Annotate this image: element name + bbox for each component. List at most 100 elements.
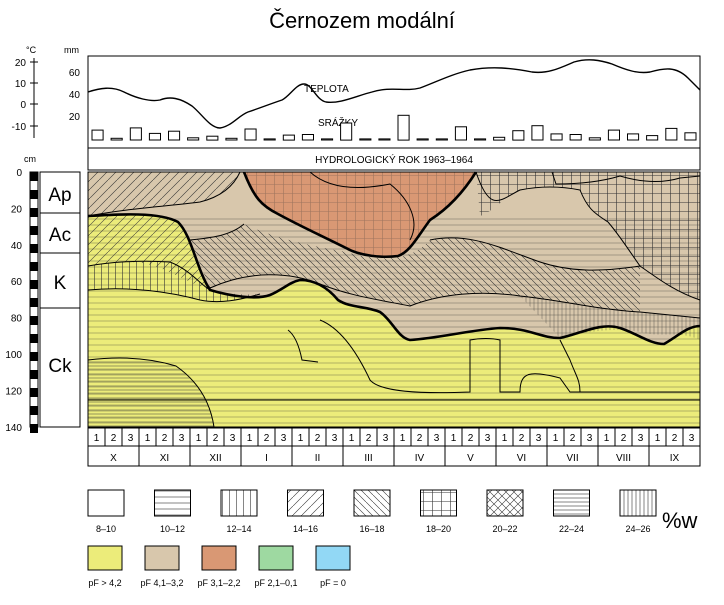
decade-label: 1 — [247, 433, 253, 444]
moisture-swatch — [619, 489, 657, 517]
temp-unit: °C — [26, 45, 37, 55]
month-label: IV — [415, 453, 425, 464]
decade-label: 3 — [485, 433, 491, 444]
pf-swatch — [201, 545, 237, 571]
ruler-segment — [30, 352, 38, 361]
decade-label: 3 — [536, 433, 542, 444]
decade-label: 3 — [434, 433, 440, 444]
pf-swatch — [144, 545, 180, 571]
moisture-swatch — [287, 489, 324, 517]
temperature-label: TEPLOTA — [304, 84, 349, 95]
pf-legend: pF > 4,2 pF 4,1–3,2 pF 3,1–2,2 pF 2,1–0,1 pF… — [86, 544, 406, 600]
decade-label: 1 — [349, 433, 355, 444]
moisture-swatch-label: 10–12 — [160, 524, 185, 534]
precip-bar — [607, 129, 621, 141]
precip-bar — [340, 122, 353, 141]
precip-bar — [416, 138, 429, 141]
ruler-segment — [30, 406, 38, 415]
precip-tick-label: 60 — [69, 68, 81, 79]
month-label: XII — [209, 453, 221, 464]
depth-tick-label: 140 — [5, 423, 22, 434]
month-label: VI — [517, 453, 526, 464]
precip-bar — [168, 130, 181, 141]
precip-bar — [225, 137, 238, 141]
ruler-segment — [30, 316, 38, 325]
pf-swatch-label: pF = 0 — [320, 578, 346, 588]
decade-label: 1 — [655, 433, 661, 444]
precip-bar — [187, 137, 200, 141]
moisture-swatch — [553, 489, 590, 517]
depth-tick-label: 120 — [5, 386, 22, 397]
decade-label: 2 — [468, 433, 474, 444]
horizon-k: K — [54, 273, 67, 294]
ruler-segment — [30, 334, 38, 343]
decade-label: 2 — [213, 433, 219, 444]
precip-bar — [569, 134, 582, 141]
precip-bar — [550, 133, 563, 141]
decade-label: 3 — [230, 433, 236, 444]
ruler-segment — [30, 388, 38, 397]
year-band — [87, 147, 701, 171]
precip-bar — [512, 130, 525, 141]
ruler-segment — [30, 424, 38, 433]
depth-tick-label: 40 — [11, 241, 23, 252]
precip-bar — [588, 137, 601, 141]
ruler-segment — [30, 262, 38, 271]
precip-bar — [110, 137, 123, 141]
precip-bar — [301, 134, 314, 141]
month-label: VII — [566, 453, 578, 464]
decade-label: 1 — [145, 433, 151, 444]
depth-ruler — [29, 171, 39, 433]
precip-bar — [263, 138, 276, 141]
precip-bar — [646, 135, 659, 141]
horizon-column: Ap Ac K Ck — [39, 171, 81, 428]
pf-swatch — [315, 545, 351, 571]
moisture-swatch — [220, 489, 258, 517]
moisture-unit: %w — [662, 508, 698, 533]
decade-label: 2 — [417, 433, 423, 444]
month-label: II — [315, 453, 321, 464]
precip-bar — [454, 126, 467, 141]
precip-bar — [244, 128, 257, 141]
decade-label: 2 — [621, 433, 627, 444]
decade-label: 1 — [196, 433, 202, 444]
precip-bar — [474, 138, 487, 141]
ruler-segment — [30, 208, 38, 217]
decade-label: 2 — [264, 433, 270, 444]
month-label: I — [265, 453, 268, 464]
temp-tick-label: -10 — [12, 122, 27, 133]
pf-swatch-label: pF > 4,2 — [88, 578, 121, 588]
precip-bar — [665, 127, 678, 141]
month-label: XI — [160, 453, 169, 464]
moisture-swatch-label: 12–14 — [226, 524, 251, 534]
precip-bar — [378, 138, 391, 141]
moisture-swatch-label: 22–24 — [559, 524, 584, 534]
decade-label: 3 — [332, 433, 338, 444]
precip-unit: mm — [64, 45, 79, 55]
depth-tick-label: 80 — [11, 314, 23, 325]
precip-bar — [359, 138, 372, 141]
decade-label: 3 — [179, 433, 185, 444]
decade-label: 2 — [162, 433, 168, 444]
month-label: X — [110, 453, 117, 464]
depth-tick-label: 100 — [5, 350, 22, 361]
decade-label: 1 — [298, 433, 304, 444]
precipitation-label: SRÁŽKY — [318, 116, 358, 129]
precip-bar — [493, 136, 506, 141]
pf-swatch-label: pF 2,1–0,1 — [254, 578, 297, 588]
precip-bar — [531, 125, 544, 141]
decade-label: 1 — [94, 433, 100, 444]
precip-bar — [627, 133, 640, 141]
moisture-swatch-label: 20–22 — [492, 524, 517, 534]
precip-bar — [129, 127, 142, 141]
moisture-swatch — [486, 489, 524, 517]
decade-label: 3 — [128, 433, 134, 444]
moisture-swatch-label: 24–26 — [625, 524, 650, 534]
decade-label: 3 — [689, 433, 695, 444]
decade-label: 1 — [553, 433, 559, 444]
precip-bar — [282, 134, 295, 141]
ruler-segment — [30, 370, 38, 379]
ruler-segment — [30, 280, 38, 289]
decade-label: 3 — [383, 433, 389, 444]
